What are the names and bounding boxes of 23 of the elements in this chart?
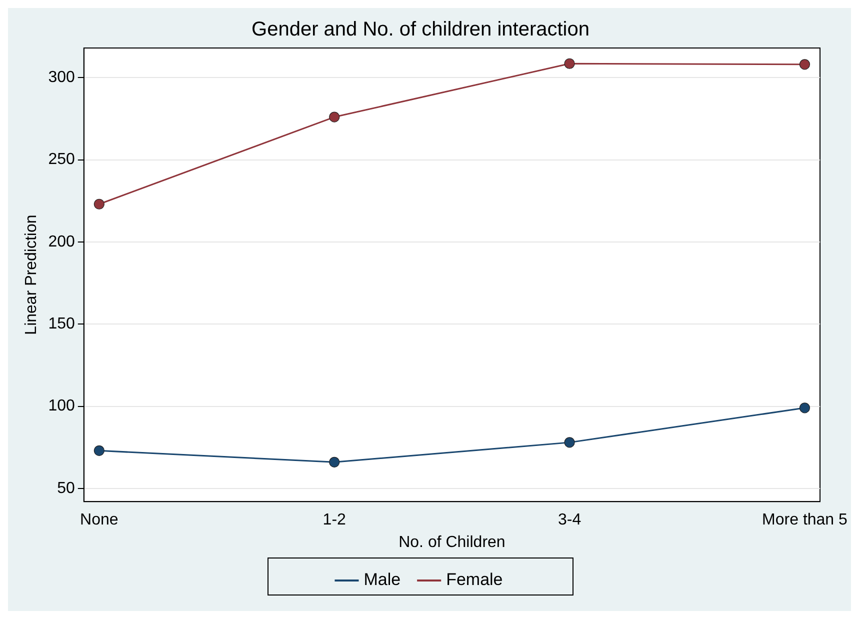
point — [799, 402, 810, 414]
legend-label: Male — [364, 570, 401, 590]
x-tick-label: More than 5 — [762, 512, 848, 529]
point — [94, 445, 104, 456]
point — [799, 59, 810, 70]
y-tick-label: 50 — [57, 480, 75, 497]
point — [329, 456, 340, 468]
y-tick-label: 200 — [48, 233, 75, 250]
legend-label: Female — [446, 570, 503, 590]
y-axis-title: Linear Prediction — [23, 214, 40, 335]
x-axis-title: No. of Children — [398, 534, 506, 551]
point — [564, 437, 575, 448]
point — [94, 198, 104, 210]
y-tick-label: 300 — [48, 68, 75, 86]
x-tick-label: 1-2 — [322, 512, 346, 529]
y-tick-label: 150 — [48, 316, 75, 333]
y-tick-label: 100 — [48, 398, 75, 415]
x-tick-label: 3-4 — [558, 512, 582, 529]
point — [329, 112, 340, 122]
point — [564, 58, 575, 69]
y-tick-label: 250 — [48, 151, 75, 168]
chart-title: Gender and No. of children interaction — [252, 18, 590, 41]
x-tick-label: None — [80, 512, 118, 529]
